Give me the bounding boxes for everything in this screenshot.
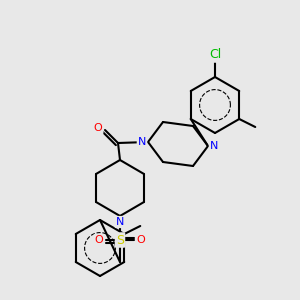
- Text: O: O: [136, 235, 146, 245]
- Text: O: O: [94, 235, 103, 245]
- Text: N: N: [210, 141, 218, 151]
- Text: N: N: [116, 217, 124, 227]
- Text: S: S: [116, 233, 124, 247]
- Text: N: N: [138, 137, 146, 147]
- Text: Cl: Cl: [209, 49, 221, 62]
- Text: O: O: [94, 123, 102, 133]
